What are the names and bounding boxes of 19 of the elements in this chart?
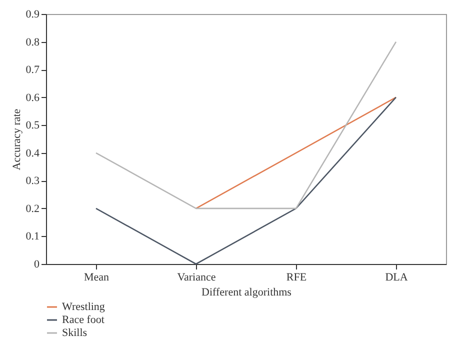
legend-label: Wrestling xyxy=(62,301,106,313)
y-tick-label: 0.5 xyxy=(26,120,40,132)
y-tick-label: 0.2 xyxy=(26,202,40,215)
y-tick-label: 0.6 xyxy=(26,92,40,104)
x-tick-label: Mean xyxy=(84,272,110,284)
y-tick-label: 0.3 xyxy=(26,175,40,188)
y-axis-title: Accuracy rate xyxy=(10,108,23,170)
y-tick-label: 0.4 xyxy=(26,147,40,160)
x-tick-label: DLA xyxy=(385,272,408,284)
y-tick-label: 0.1 xyxy=(26,230,40,243)
y-tick-label: 0 xyxy=(34,258,40,270)
x-tick-label: RFE xyxy=(286,272,307,284)
y-tick-label: 0.7 xyxy=(26,64,40,76)
legend-label: Skills xyxy=(62,327,88,339)
y-tick-label: 0.9 xyxy=(26,8,40,20)
legend-label: Race foot xyxy=(62,314,104,326)
y-tick-label: 0.8 xyxy=(26,36,40,48)
x-axis-title: Different algorithms xyxy=(202,286,292,298)
x-tick-label: Variance xyxy=(177,272,216,284)
